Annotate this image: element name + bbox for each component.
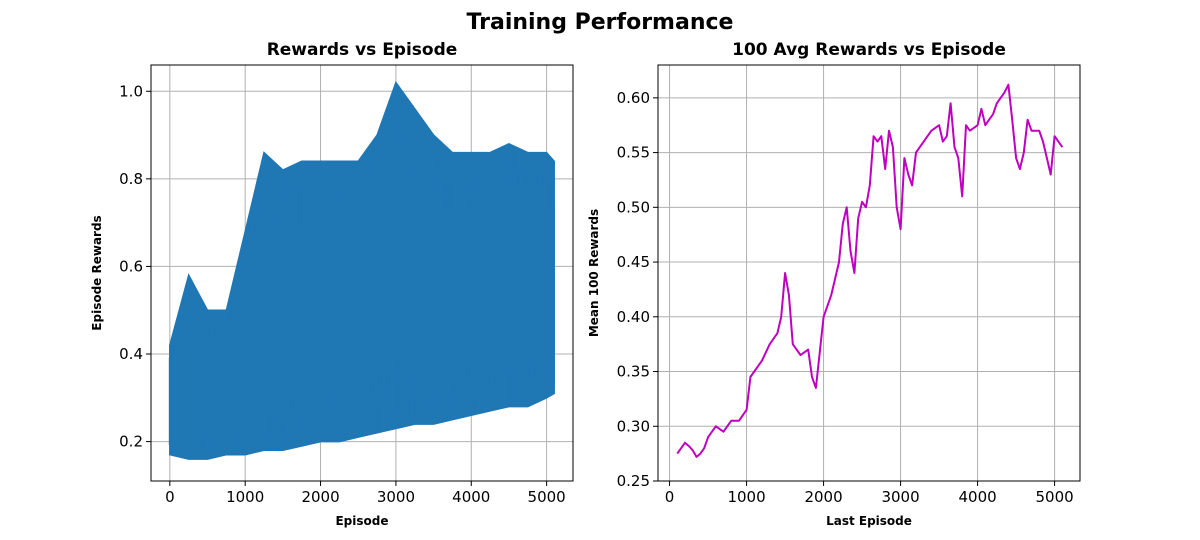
avg-rewards-xtick-label: 4000 [958,488,996,506]
avg-rewards-xtick-label: 5000 [1035,488,1073,506]
avg-rewards-ytick-label: 0.60 [617,89,650,107]
avg-rewards-chart-ylabel: Mean 100 Rewards [587,209,601,337]
avg-rewards-xtick-label: 0 [665,488,675,506]
avg-rewards-ytick-label: 0.30 [617,417,650,435]
rewards-chart-title: Rewards vs Episode [267,40,458,60]
avg-rewards-chart-grid [658,65,1080,482]
rewards-xtick-label: 0 [165,488,175,506]
avg-rewards-ytick-label: 0.55 [617,144,650,162]
rewards-chart-frame [150,64,574,482]
avg-rewards-xtick-label: 1000 [727,488,765,506]
rewards-xtick-label: 2000 [301,488,339,506]
rewards-xtick-label: 5000 [528,488,566,506]
avg-rewards-chart-plot-area [676,83,1064,458]
avg-rewards-chart-title: 100 Avg Rewards vs Episode [732,40,1006,60]
rewards-chart: Rewards vs Episode 0 1000 2000 3000 4000 5000… [90,40,574,528]
avg-rewards-ytick-label: 0.45 [617,253,650,271]
avg-rewards-xtick-label: 3000 [881,488,919,506]
rewards-chart-ylabel: Episode Rewards [90,215,104,330]
avg-rewards-ytick-label: 0.25 [617,472,650,490]
avg-rewards-ytick-label: 0.40 [617,308,650,326]
avg-rewards-ytick-label: 0.50 [617,198,650,216]
avg-rewards-chart-frame [657,64,1081,482]
rewards-xtick-label: 1000 [226,488,264,506]
rewards-chart-ticks: 0 1000 2000 3000 4000 5000 0.2 0.4 0.6 0.8 1.0 [119,82,566,506]
avg-rewards-ytick-label: 0.35 [617,363,650,381]
avg-rewards-chart-xlabel: Last Episode [826,514,912,528]
avg-rewards-xtick-label: 2000 [804,488,842,506]
rewards-chart-plot-area [168,80,555,460]
rewards-xtick-label: 3000 [377,488,415,506]
rewards-ytick-label: 0.8 [119,170,143,188]
rewards-xtick-label: 4000 [452,488,490,506]
rewards-ytick-label: 0.2 [119,433,143,451]
figure-title: Training Performance [467,10,734,35]
rewards-chart-xlabel: Episode [335,514,388,528]
avg-rewards-chart: 100 Avg Rewards vs Episode 0 1000 2000 3000… [587,40,1081,528]
rewards-series-spikes [168,86,555,459]
avg-rewards-series-line [676,83,1064,458]
rewards-ytick-label: 0.4 [119,345,143,363]
avg-rewards-chart-ticks: 0 1000 2000 3000 4000 5000 0.25 0.30 0.35 0.40 0.4… [617,89,1074,506]
rewards-ytick-label: 1.0 [119,82,143,100]
rewards-ytick-label: 0.6 [119,257,143,275]
